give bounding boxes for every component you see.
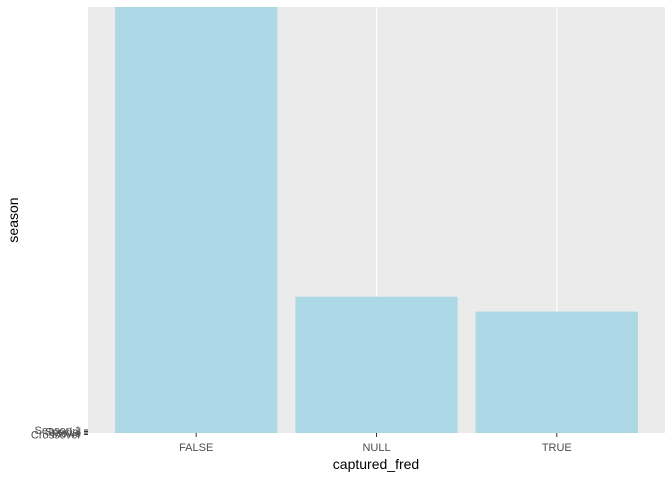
y-tick-label-0: Crossover bbox=[31, 430, 81, 442]
y-tick-label-3: Season 1 bbox=[35, 425, 81, 437]
y-tick-label-1: Movie bbox=[52, 428, 81, 440]
x-tick-label-null: NULL bbox=[362, 442, 390, 454]
x-tick-label-true: TRUE bbox=[542, 442, 572, 454]
y-tick-label-2: Special bbox=[45, 427, 81, 439]
bar-false bbox=[115, 7, 278, 433]
x-axis-title: captured_fred bbox=[333, 456, 419, 472]
bar-null bbox=[295, 296, 458, 433]
bar-true bbox=[475, 311, 638, 433]
bars bbox=[115, 7, 638, 433]
x-tick-label-false: FALSE bbox=[179, 442, 213, 454]
x-axis-ticks: FALSE NULL TRUE bbox=[179, 433, 572, 454]
y-axis-title: season bbox=[5, 197, 21, 242]
